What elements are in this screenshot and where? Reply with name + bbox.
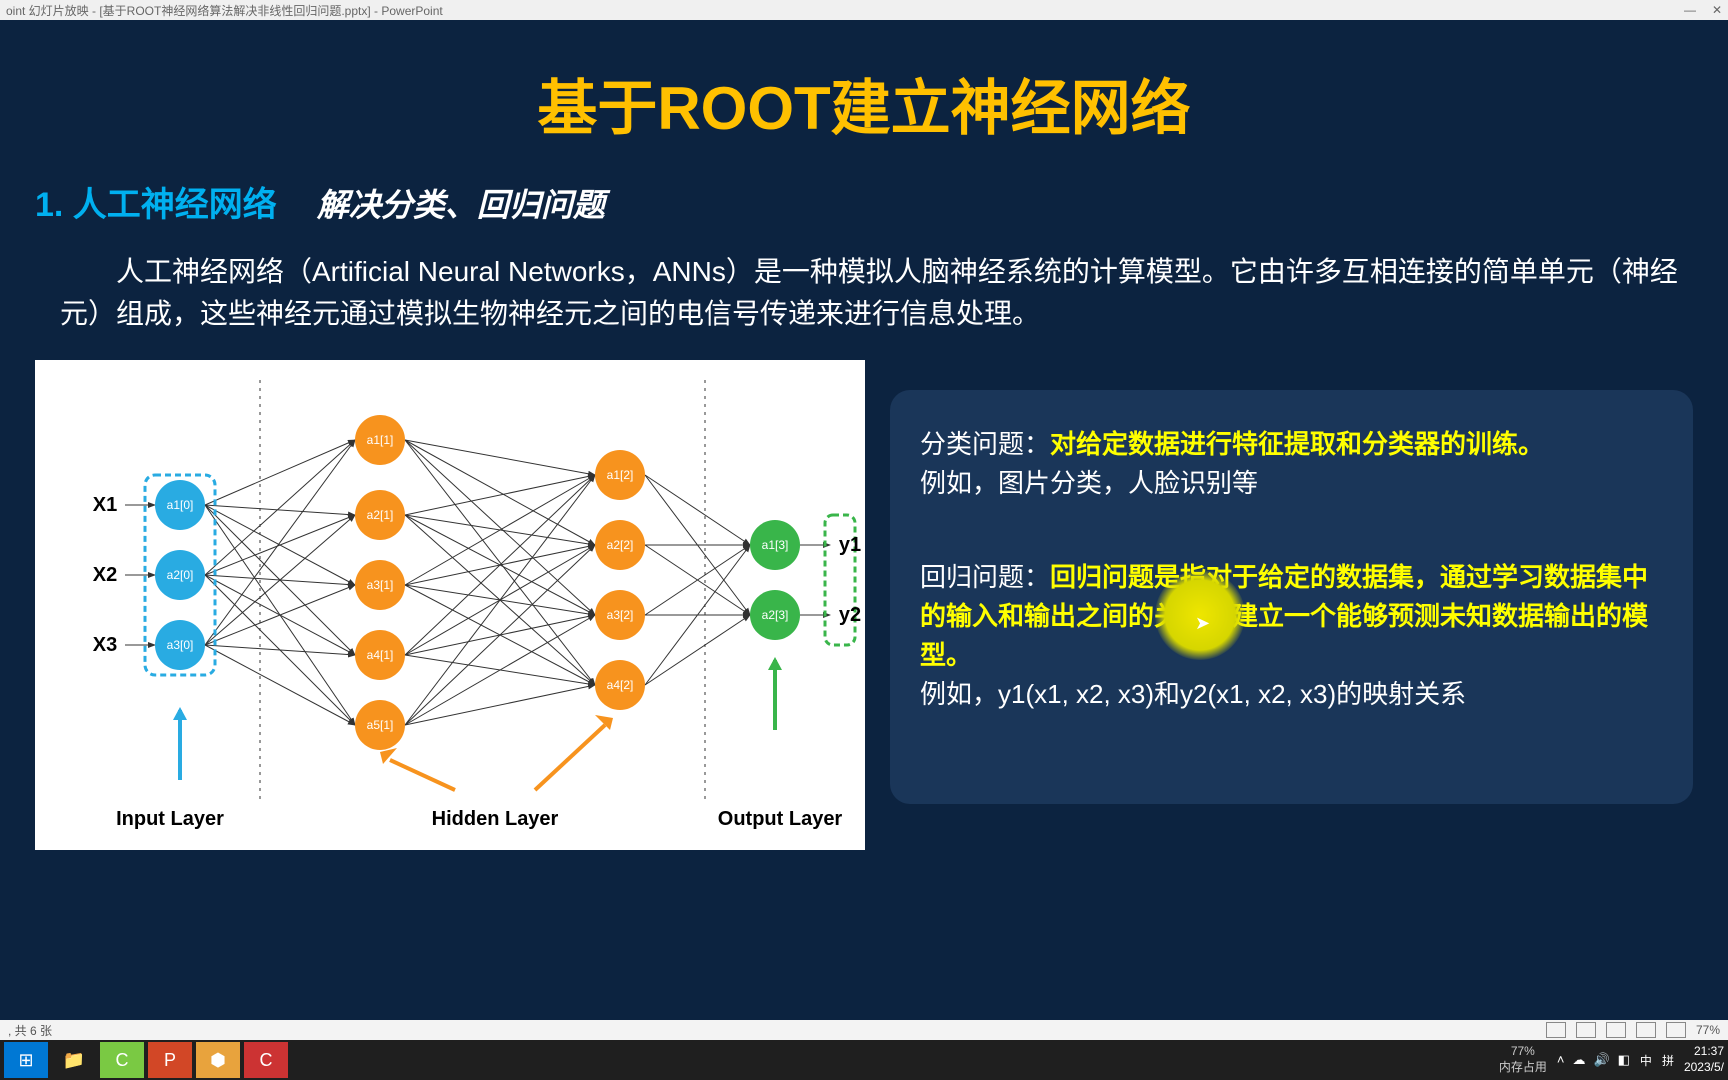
section-number: 1. 人工神经网络 bbox=[35, 177, 277, 226]
view-sorter-icon[interactable] bbox=[1576, 1022, 1596, 1038]
svg-text:Output Layer: Output Layer bbox=[718, 808, 843, 830]
reg-example: 例如，y1(x1, x2, x3)和y2(x1, x2, x3)的映射关系 bbox=[920, 679, 1466, 709]
taskbar-apps: ⊞ 📁 C P ⬢ C bbox=[4, 1042, 288, 1078]
tray-icons: ˄ ☁ 🔊 ◧ bbox=[1557, 1052, 1630, 1068]
svg-text:X3: X3 bbox=[93, 634, 117, 656]
svg-text:a3[2]: a3[2] bbox=[607, 608, 634, 622]
svg-text:a1[3]: a1[3] bbox=[762, 538, 789, 552]
close-icon[interactable]: ✕ bbox=[1712, 3, 1722, 17]
view-fit-icon[interactable] bbox=[1666, 1022, 1686, 1038]
svg-text:a4[1]: a4[1] bbox=[367, 648, 394, 662]
section-subtitle: 解决分类、回归问题 bbox=[317, 180, 605, 226]
regression-block: 回归问题：回归问题是指对于给定的数据集，通过学习数据集中的输入和输出之间的关系，… bbox=[920, 558, 1663, 714]
svg-text:y1: y1 bbox=[839, 534, 861, 556]
svg-text:a5[1]: a5[1] bbox=[367, 718, 394, 732]
zoom-label[interactable]: 77% bbox=[1696, 1023, 1720, 1037]
clock-time: 21:37 bbox=[1694, 1044, 1724, 1060]
classification-block: 分类问题：对给定数据进行特征提取和分类器的训练。 例如，图片分类，人脸识别等 bbox=[920, 425, 1663, 503]
taskbar-tray: 77% 内存占用 ˄ ☁ 🔊 ◧ 中 拼 21:37 2023/5/ bbox=[1499, 1044, 1724, 1075]
start-icon[interactable]: ⊞ bbox=[4, 1042, 48, 1078]
slide-title: 基于ROOT建立神经网络 bbox=[30, 60, 1698, 147]
svg-text:a1[1]: a1[1] bbox=[367, 433, 394, 447]
nn-diagram-svg: a1[0] a2[0] a3[0] a1[1] a2[1] a3[1] a4[1] a5[1]… bbox=[35, 360, 865, 850]
tray-chevron-icon[interactable]: ˄ bbox=[1557, 1052, 1565, 1068]
tray-cloud-icon[interactable]: ☁ bbox=[1572, 1052, 1585, 1068]
nn-diagram-panel: a1[0] a2[0] a3[0] a1[1] a2[1] a3[1] a4[1] a5[1]… bbox=[35, 360, 865, 850]
app-green-icon[interactable]: C bbox=[100, 1042, 144, 1078]
status-right: 77% bbox=[1546, 1022, 1720, 1038]
svg-text:a1[0]: a1[0] bbox=[167, 498, 194, 512]
app-camtasia-icon[interactable]: C bbox=[244, 1042, 288, 1078]
content-row: a1[0] a2[0] a3[0] a1[1] a2[1] a3[1] a4[1] a5[1]… bbox=[30, 360, 1698, 850]
app-orange-icon[interactable]: ⬢ bbox=[196, 1042, 240, 1078]
class-highlight: 对给定数据进行特征提取和分类器的训练。 bbox=[1050, 429, 1544, 459]
mem-label: 内存占用 bbox=[1499, 1060, 1547, 1076]
svg-text:a2[2]: a2[2] bbox=[607, 538, 634, 552]
view-normal-icon[interactable] bbox=[1546, 1022, 1566, 1038]
tray-volume-icon[interactable]: 🔊 bbox=[1593, 1052, 1609, 1068]
svg-text:a3[1]: a3[1] bbox=[367, 578, 394, 592]
slide-count-label: , 共 6 张 bbox=[8, 1022, 52, 1039]
view-slideshow-icon[interactable] bbox=[1636, 1022, 1656, 1038]
clock[interactable]: 21:37 2023/5/ bbox=[1684, 1044, 1724, 1075]
window-titlebar: oint 幻灯片放映 - [基于ROOT神经网络算法解决非线性回归问题.pptx… bbox=[0, 0, 1728, 20]
tray-signin-icon[interactable]: ◧ bbox=[1618, 1052, 1630, 1068]
memory-widget[interactable]: 77% 内存占用 bbox=[1499, 1044, 1547, 1075]
svg-text:a3[0]: a3[0] bbox=[167, 638, 194, 652]
class-label: 分类问题： bbox=[920, 429, 1050, 459]
body-paragraph: 人工神经网络（Artificial Neural Networks，ANNs）是… bbox=[30, 251, 1698, 360]
svg-text:X2: X2 bbox=[93, 564, 117, 586]
minimize-icon[interactable]: — bbox=[1684, 3, 1696, 17]
clock-date: 2023/5/ bbox=[1684, 1060, 1724, 1076]
reg-label: 回归问题： bbox=[920, 562, 1050, 592]
svg-text:X1: X1 bbox=[93, 494, 117, 516]
svg-text:a2[0]: a2[0] bbox=[167, 568, 194, 582]
view-reading-icon[interactable] bbox=[1606, 1022, 1626, 1038]
svg-text:a4[2]: a4[2] bbox=[607, 678, 634, 692]
svg-text:y2: y2 bbox=[839, 604, 861, 626]
class-example: 例如，图片分类，人脸识别等 bbox=[920, 468, 1258, 498]
powerpoint-icon[interactable]: P bbox=[148, 1042, 192, 1078]
section-header: 1. 人工神经网络 解决分类、回归问题 bbox=[30, 177, 1698, 226]
window-title: oint 幻灯片放映 - [基于ROOT神经网络算法解决非线性回归问题.pptx… bbox=[6, 2, 443, 19]
svg-text:a1[2]: a1[2] bbox=[607, 468, 634, 482]
svg-text:Input Layer: Input Layer bbox=[116, 808, 224, 830]
mem-pct: 77% bbox=[1511, 1044, 1535, 1060]
file-explorer-icon[interactable]: 📁 bbox=[52, 1042, 96, 1078]
info-box: 分类问题：对给定数据进行特征提取和分类器的训练。 例如，图片分类，人脸识别等 回… bbox=[890, 390, 1693, 804]
svg-text:a2[1]: a2[1] bbox=[367, 508, 394, 522]
svg-text:Hidden Layer: Hidden Layer bbox=[432, 808, 559, 830]
svg-text:a2[3]: a2[3] bbox=[762, 608, 789, 622]
ime-mode[interactable]: 拼 bbox=[1662, 1052, 1674, 1069]
status-bar: , 共 6 张 77% bbox=[0, 1020, 1728, 1040]
slide-canvas: 基于ROOT建立神经网络 1. 人工神经网络 解决分类、回归问题 人工神经网络（… bbox=[0, 20, 1728, 1020]
taskbar: ⊞ 📁 C P ⬢ C 77% 内存占用 ˄ ☁ 🔊 ◧ 中 拼 21:37 2… bbox=[0, 1040, 1728, 1080]
ime-lang[interactable]: 中 bbox=[1640, 1052, 1652, 1069]
